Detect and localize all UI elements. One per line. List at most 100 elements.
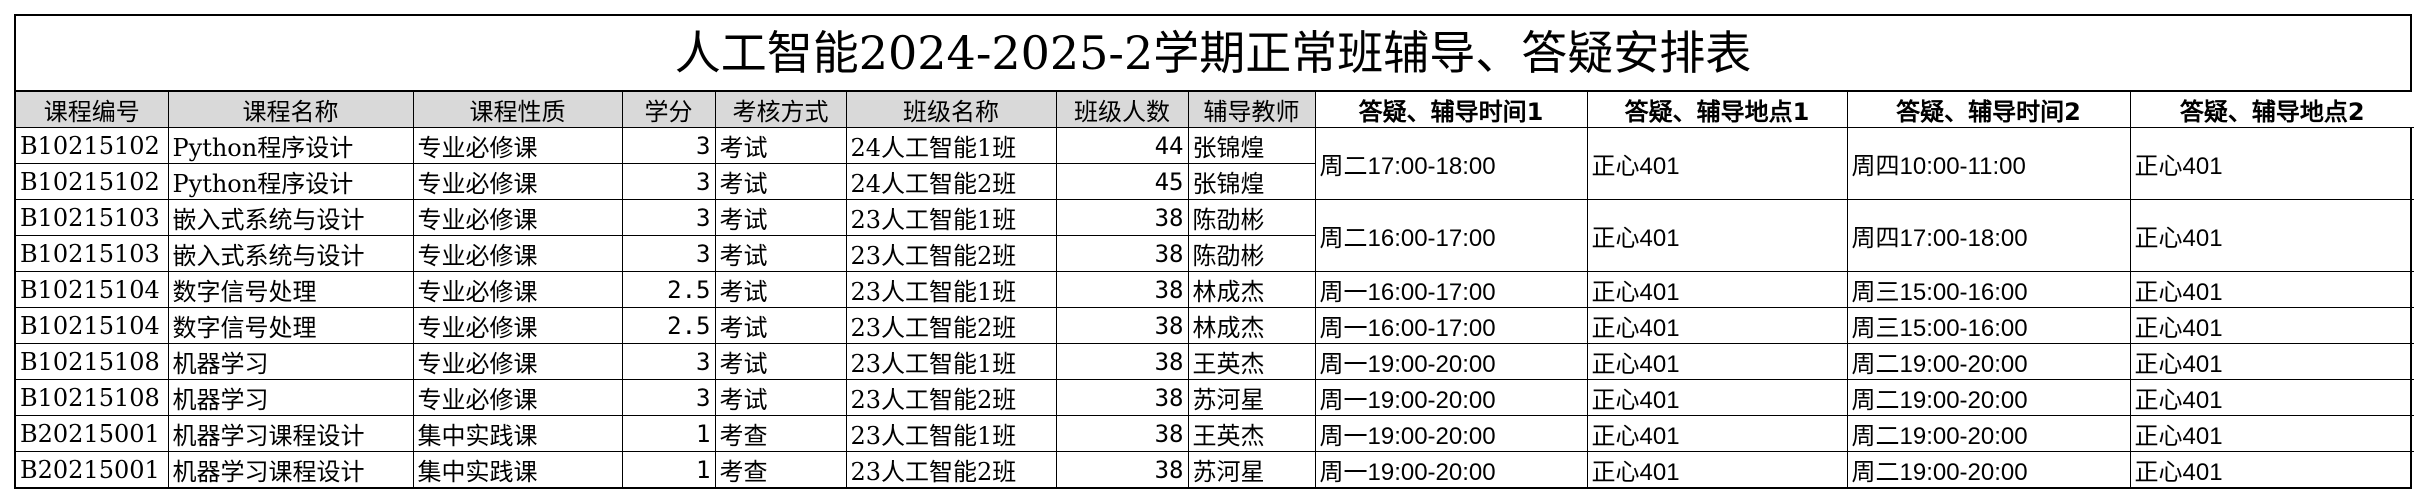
cell-course-name: 数字信号处理 [167,271,414,308]
cell-exam-method: 考试 [714,379,847,416]
cell-class-size: 38 [1055,343,1189,380]
cell-credit: 3 [621,163,716,200]
table-row: B10215104 数字信号处理 专业必修课 2.5 考试 23人工智能2班 38 林成杰 周一… [16,307,2414,344]
cell-course-nature: 专业必修课 [412,343,623,380]
cell-class-name: 23人工智能2班 [845,451,1057,487]
cell-place2: 正心401 [2129,415,2414,452]
cell-time1: 周一19:00-20:00 [1314,415,1588,452]
header-row: 课程编号 课程名称 课程性质 学分 考核方式 班级名称 班级人数 辅导教师 答疑… [16,92,2414,128]
cell-teacher: 林成杰 [1187,271,1316,308]
cell-course-nature: 集中实践课 [412,451,623,487]
cell-course-nature: 专业必修课 [412,235,623,272]
cell-exam-method: 考试 [714,235,847,272]
cell-class-name: 24人工智能2班 [845,163,1057,200]
cell-course-name: 机器学习 [167,343,414,380]
cell-teacher: 苏河星 [1187,379,1316,416]
cell-teacher: 张锦煌 [1187,127,1316,164]
cell-exam-method: 考试 [714,271,847,308]
cell-place1: 正心401 [1586,343,1848,380]
cell-class-size: 38 [1055,271,1189,308]
cell-class-name: 23人工智能1班 [845,343,1057,380]
cell-credit: 2.5 [621,271,716,308]
cell-exam-method: 考试 [714,163,847,200]
cell-place2: 正心401 [2129,451,2414,487]
header-teacher: 辅导教师 [1187,92,1316,128]
cell-exam-method: 考查 [714,451,847,487]
cell-course-code: B10215104 [16,307,169,344]
cell-credit: 3 [621,343,716,380]
cell-exam-method: 考试 [714,127,847,164]
table-row: B20215001 机器学习课程设计 集中实践课 1 考查 23人工智能2班 38 苏河星 周一… [16,451,2414,487]
cell-class-size: 38 [1055,199,1189,236]
cell-place1: 正心401 [1586,415,1848,452]
cell-course-code: B10215108 [16,343,169,380]
cell-time2: 周四17:00-18:00 [1846,199,2131,272]
cell-credit: 1 [621,451,716,487]
cell-class-size: 38 [1055,307,1189,344]
cell-course-name: 嵌入式系统与设计 [167,199,414,236]
schedule-sheet: 人工智能2024-2025-2学期正常班辅导、答疑安排表 课程编号 课程名称 课… [14,14,2414,489]
cell-class-size: 38 [1055,451,1189,487]
cell-class-size: 38 [1055,235,1189,272]
sheet-title: 人工智能2024-2025-2学期正常班辅导、答疑安排表 [16,16,2410,92]
cell-course-name: Python程序设计 [167,127,414,164]
cell-teacher: 苏河星 [1187,451,1316,487]
cell-place1: 正心401 [1586,451,1848,487]
cell-time1: 周一16:00-17:00 [1314,271,1588,308]
cell-time1: 周一16:00-17:00 [1314,307,1588,344]
cell-course-code: B10215104 [16,271,169,308]
cell-credit: 3 [621,127,716,164]
cell-class-name: 23人工智能1班 [845,415,1057,452]
cell-teacher: 王英杰 [1187,343,1316,380]
cell-time2: 周三15:00-16:00 [1846,271,2131,308]
cell-course-code: B10215103 [16,235,169,272]
cell-time2: 周二19:00-20:00 [1846,415,2131,452]
header-time1: 答疑、辅导时间1 [1314,92,1588,128]
cell-time2: 周四10:00-11:00 [1846,127,2131,200]
cell-place1: 正心401 [1586,199,1848,272]
cell-teacher: 张锦煌 [1187,163,1315,200]
cell-class-size: 38 [1055,379,1189,416]
cell-place1: 正心401 [1586,271,1848,308]
cell-time2: 周二19:00-20:00 [1846,451,2131,487]
header-class-size: 班级人数 [1055,92,1189,128]
cell-teacher: 林成杰 [1187,307,1316,344]
cell-course-nature: 专业必修课 [412,307,623,344]
header-credit: 学分 [621,92,716,128]
cell-time1: 周二16:00-17:00 [1314,199,1588,272]
cell-course-code: B10215108 [16,379,169,416]
header-place2: 答疑、辅导地点2 [2129,92,2414,128]
cell-place2: 正心401 [2129,127,2414,200]
cell-course-nature: 专业必修课 [412,199,623,236]
cell-course-name: 嵌入式系统与设计 [167,235,414,272]
cell-exam-method: 考试 [714,307,847,344]
cell-course-code: B10215102 [16,127,169,164]
cell-exam-method: 考试 [714,343,847,380]
cell-teacher: 陈劭彬 [1187,235,1315,272]
cell-course-code: B20215001 [16,451,169,487]
cell-place1: 正心401 [1586,307,1848,344]
cell-teacher: 陈劭彬 [1187,199,1316,236]
table-row: B20215001 机器学习课程设计 集中实践课 1 考查 23人工智能1班 38 王英杰 周一… [16,415,2414,452]
header-exam-method: 考核方式 [714,92,847,128]
cell-class-name: 23人工智能2班 [845,379,1057,416]
cell-class-size: 44 [1055,127,1189,164]
cell-course-name: 数字信号处理 [167,307,414,344]
cell-course-nature: 专业必修课 [412,271,623,308]
header-place1: 答疑、辅导地点1 [1586,92,1848,128]
cell-time1: 周一19:00-20:00 [1314,343,1588,380]
cell-place1: 正心401 [1586,127,1848,200]
header-course-nature: 课程性质 [412,92,623,128]
cell-place2: 正心401 [2129,307,2414,344]
header-course-code: 课程编号 [16,92,169,128]
cell-class-name: 24人工智能1班 [845,127,1057,164]
header-class-name: 班级名称 [845,92,1057,128]
header-time2: 答疑、辅导时间2 [1846,92,2131,128]
cell-time1: 周二17:00-18:00 [1314,127,1588,200]
cell-course-name: 机器学习课程设计 [167,415,414,452]
cell-course-nature: 集中实践课 [412,415,623,452]
cell-credit: 3 [621,199,716,236]
cell-class-size: 38 [1055,415,1189,452]
cell-time1: 周一19:00-20:00 [1314,379,1588,416]
cell-place2: 正心401 [2129,199,2414,272]
